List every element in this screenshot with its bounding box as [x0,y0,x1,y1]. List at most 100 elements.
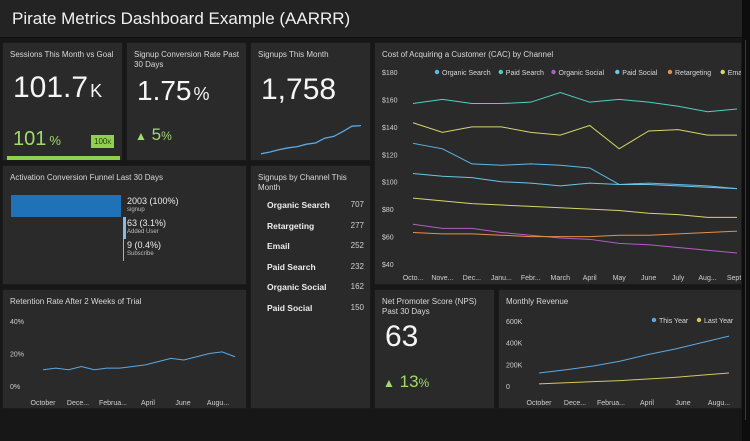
up-arrow-icon: ▲ [383,376,395,390]
cac-legend-swatch [667,69,673,75]
channel-value: 707 [350,200,364,209]
channel-name: Organic Search [267,200,330,210]
channels-title: Signups by Channel This Month [258,173,347,192]
revenue-y-tick: 400K [506,341,523,348]
cac-x-tick: April [583,275,597,282]
sessions-percent: 101% [13,128,61,150]
cac-legend-swatch [434,69,440,75]
revenue-x-tick: June [675,400,690,407]
channel-name: Organic Social [267,282,327,292]
cac-x-tick: March [551,275,571,282]
cac-series-line [412,223,738,254]
cac-y-tick: $180 [382,70,398,77]
up-arrow-icon: ▲ [135,129,147,143]
cac-x-tick: Dec... [463,275,481,282]
cac-legend-swatch [551,69,556,75]
cac-y-tick: $60 [382,235,394,242]
cac-x-tick: July [672,275,685,282]
retention-y-tick: 0% [10,384,20,391]
cac-series-line [412,230,738,238]
cac-legend-swatch [615,69,620,75]
cac-x-tick: May [613,275,627,282]
cac-series-line [412,142,738,190]
sessions-title: Sessions This Month vs Goal [10,50,114,59]
signups-series-line [260,124,362,155]
funnel-step-label: Subscribe [127,251,154,257]
retention-x-tick: Dece... [67,400,89,407]
retention-x-tick: June [175,400,190,407]
cac-legend-label: Paid Search [506,70,544,77]
cac-legend-label: Email [728,70,742,77]
cac-x-tick: Janu... [491,275,512,282]
retention-y-tick: 20% [10,352,24,359]
signup-rate-tile[interactable]: Signup Conversion Rate Past 30 Days 1.75… [126,42,247,161]
revenue-y-tick: 200K [506,362,523,369]
cac-x-tick: June [641,275,656,282]
retention-x-tick: April [141,400,155,407]
channel-name: Retargeting [267,220,315,231]
cac-y-tick: $100 [382,180,398,187]
revenue-y-tick: 600K [506,319,523,326]
funnel-title: Activation Conversion Funnel Last 30 Day… [10,173,163,182]
funnel-bar[interactable] [11,195,121,217]
channel-value: 162 [350,282,364,291]
channel-name: Paid Search [267,261,316,272]
nps-value: 63 [385,320,419,353]
channel-value: 232 [350,261,364,271]
funnel-step-value: 9 (0.4%) [127,240,162,250]
cac-legend-swatch [720,69,725,75]
sessions-progress-fill [7,156,120,160]
signups-value: 1,758 [261,73,337,106]
retention-tile[interactable]: Retention Rate After 2 Weeks of Trial 40… [2,289,247,409]
cac-y-tick: $160 [382,97,398,104]
revenue-tile[interactable]: Monthly Revenue 600K 400K 200K 0 October Dece… [498,289,742,409]
cac-series-line [412,122,737,150]
nps-tile[interactable]: Net Promoter Score (NPS) Past 30 Days 63… [374,289,495,409]
nps-delta: ▲ 13% [383,372,430,391]
right-edge [742,0,750,441]
funnel-tile[interactable]: Activation Conversion Funnel Last 30 Day… [2,165,247,285]
funnel-step-label: signup [127,207,145,213]
revenue-x-tick: Dece... [564,400,586,407]
sessions-value: 101.7 K [13,71,103,104]
revenue-x-tick: Februa... [597,400,625,407]
funnel-step-value: 63 (3.1%) [127,218,167,228]
revenue-series-line [538,372,730,385]
revenue-series-line [538,335,730,374]
revenue-y-tick: 0 [506,384,510,391]
retention-chart: 40% 20% 0% October Dece... Februa... April June… [10,319,236,407]
revenue-x-tick: Augu... [708,400,730,407]
retention-x-tick: October [31,400,57,407]
sessions-tile[interactable]: Sessions This Month vs Goal 101.7 K 101% … [2,42,123,161]
cac-legend-swatch [498,69,503,75]
revenue-title: Monthly Revenue [506,297,569,306]
cac-legend-label: Organic Social [559,70,605,77]
cac-tile[interactable]: Cost of Acquiring a Customer (CAC) by Ch… [374,42,742,285]
cac-y-tick: $140 [382,125,398,132]
signups-sparkline [260,124,362,155]
channel-name: Email [267,241,290,251]
cac-x-tick: Octo... [403,275,424,282]
cac-title: Cost of Acquiring a Customer (CAC) by Ch… [382,50,554,59]
funnel-bar[interactable] [123,217,127,239]
cac-series-line [412,172,738,190]
signups-tile[interactable]: Signups This Month 1,758 [250,42,371,161]
signup-rate-title: Signup Conversion Rate Past 30 Days [134,50,239,69]
sessions-progress-track [7,156,120,160]
retention-title: Retention Rate After 2 Weeks of Trial [10,297,142,306]
channel-value: 252 [350,241,364,250]
cac-legend-label: Retargeting [675,70,711,77]
signup-rate-delta: ▲ 5% [135,125,172,144]
revenue-x-tick: October [527,400,553,407]
cac-chart: $180 $160 $140 $120 $100 $80 $60 $40 Octo... Nove… [382,69,742,282]
dashboard-title: Pirate Metrics Dashboard Example (AARRR) [12,9,351,28]
cac-legend-label: Organic Search [442,70,491,77]
cac-x-tick: Aug... [698,275,716,282]
revenue-chart: 600K 400K 200K 0 October Dece... Februa... Apri… [506,317,734,407]
retention-x-tick: Februa... [99,400,127,407]
signup-rate-value: 1.75% [137,75,210,106]
channels-tile[interactable]: Signups by Channel This Month Organic Se… [250,165,371,409]
signups-title: Signups This Month [258,50,329,59]
revenue-legend-label: This Year [659,318,689,325]
funnel-step-label: Added User [127,229,159,235]
